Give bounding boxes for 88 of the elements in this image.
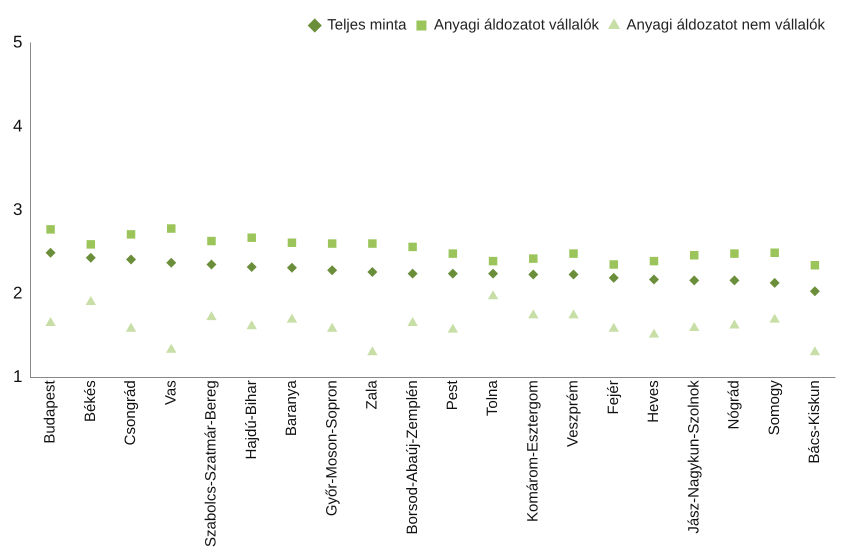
point <box>246 262 257 272</box>
point <box>568 269 579 280</box>
point <box>408 268 418 279</box>
point <box>769 314 780 323</box>
point <box>810 346 820 356</box>
x-tick-label: Budapest <box>42 379 59 444</box>
point <box>529 254 538 263</box>
x-tick-label: Fejér <box>604 380 622 414</box>
point <box>408 242 417 252</box>
point <box>648 328 660 338</box>
y-tick-label: 2 <box>12 283 22 302</box>
point <box>206 259 216 270</box>
y-tick-label: 3 <box>12 200 22 219</box>
legend-label: Anyagi áldozatot nem vállalók <box>626 16 826 34</box>
legend-label: Teljes minta <box>327 16 408 34</box>
point <box>689 275 700 286</box>
x-tick-label: Bács-Kiskun <box>806 380 824 464</box>
point <box>86 252 96 263</box>
point <box>45 316 56 326</box>
point <box>488 290 498 300</box>
point <box>86 240 96 249</box>
point <box>206 311 217 320</box>
x-tick-label: Veszprém <box>564 380 582 447</box>
point <box>770 278 780 288</box>
point <box>568 309 579 318</box>
point <box>247 233 256 242</box>
point <box>166 258 176 268</box>
legend-label: Anyagi áldozatot vállalók <box>434 16 600 34</box>
point <box>610 260 618 269</box>
point <box>326 322 338 332</box>
point <box>286 262 297 273</box>
x-tick-label: Zala <box>364 380 381 410</box>
point <box>327 265 338 276</box>
point <box>689 322 700 331</box>
x-tick-label: Somogy <box>766 380 783 436</box>
point <box>246 320 257 330</box>
y-tick-label: 4 <box>12 116 22 136</box>
x-tick-label: Nógrád <box>726 380 743 430</box>
x-tick-label: Győr-Moson-Sopron <box>323 380 340 516</box>
point <box>46 225 55 234</box>
x-tick-label: Heves <box>645 380 662 423</box>
point <box>207 236 216 246</box>
point <box>448 324 458 333</box>
y-tick-label: 1 <box>12 366 22 386</box>
x-tick-label: Tolna <box>484 380 502 416</box>
x-tick-label: Komárom-Esztergom <box>524 380 542 522</box>
x-tick-label: Békés <box>82 380 99 422</box>
y-tick-label: 5 <box>12 32 22 52</box>
x-tick-label: Szabolcs-Szatmár-Bereg <box>202 380 220 548</box>
point <box>407 316 418 326</box>
point <box>648 274 659 284</box>
point <box>488 268 498 279</box>
point <box>126 230 136 239</box>
point <box>608 322 619 332</box>
point <box>167 224 176 233</box>
point <box>608 272 619 283</box>
point <box>770 248 779 257</box>
point <box>528 309 538 318</box>
point <box>367 266 378 277</box>
point <box>286 314 298 323</box>
point <box>166 344 176 353</box>
x-tick-label: Borsod-Abaúj-Zemplén <box>404 380 421 535</box>
point <box>650 256 658 266</box>
point <box>328 239 336 248</box>
point <box>730 249 739 258</box>
point <box>729 275 740 286</box>
point <box>126 254 136 264</box>
point <box>528 269 538 280</box>
point <box>569 249 578 258</box>
point <box>448 268 458 279</box>
point <box>810 261 820 270</box>
point <box>690 251 698 260</box>
x-tick-label: Hajdú-Bihar <box>242 380 260 460</box>
point <box>488 256 498 266</box>
point <box>288 238 296 247</box>
point <box>810 286 820 296</box>
point <box>86 296 96 306</box>
x-tick-label: Baranya <box>283 380 300 436</box>
point <box>368 239 377 248</box>
point <box>448 249 458 258</box>
point <box>729 319 740 328</box>
point <box>46 248 56 258</box>
point <box>367 346 378 356</box>
x-tick-label: Vas <box>162 380 180 406</box>
x-tick-label: Pest <box>444 379 461 410</box>
point <box>126 322 136 332</box>
x-tick-label: Csongrád <box>122 380 140 446</box>
x-tick-label: Jász-Nagykun-Szolnok <box>685 380 702 534</box>
